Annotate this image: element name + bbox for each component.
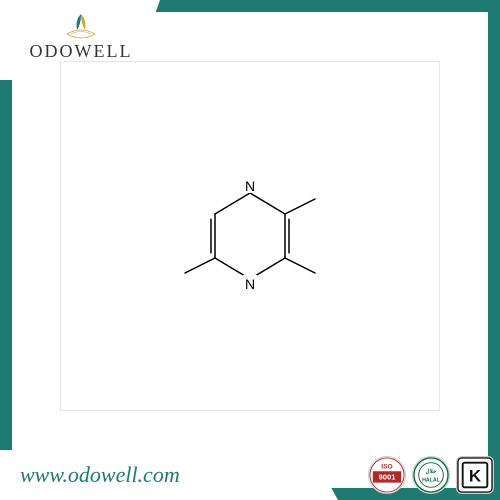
svg-text:N: N — [245, 276, 255, 291]
website-url: www.odowell.com — [20, 462, 180, 488]
halal-badge: حلال HALAL — [412, 456, 450, 494]
product-image-frame: ODOWELL 奥都薇尔 NN www.odowell.com ISO 9001… — [0, 0, 500, 500]
svg-text:HALAL: HALAL — [422, 478, 440, 484]
iso-badge: ISO 9001 — [368, 456, 406, 494]
chemical-structure-diagram: NN — [175, 181, 325, 291]
svg-text:حلال: حلال — [425, 468, 437, 475]
product-card: NN — [60, 61, 440, 411]
svg-text:K: K — [469, 467, 482, 486]
svg-text:9001: 9001 — [379, 473, 396, 482]
leaf-lotus-icon — [61, 12, 101, 40]
certification-badges: ISO 9001 حلال HALAL K — [368, 450, 500, 500]
brand-name: ODOWELL — [30, 42, 133, 60]
svg-text:ISO: ISO — [381, 463, 392, 470]
svg-text:N: N — [245, 181, 255, 194]
kosher-badge: K — [456, 456, 494, 494]
